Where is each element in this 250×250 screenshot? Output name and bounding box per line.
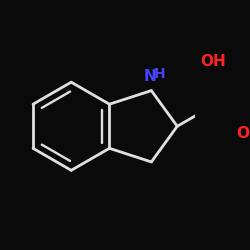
Text: OH: OH [201, 54, 226, 69]
Text: H: H [154, 67, 166, 81]
Text: O: O [236, 126, 249, 142]
Text: N: N [144, 69, 156, 84]
